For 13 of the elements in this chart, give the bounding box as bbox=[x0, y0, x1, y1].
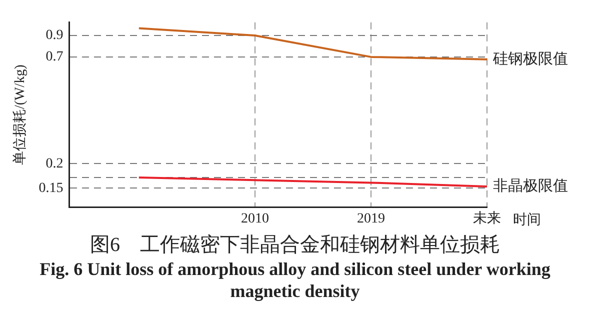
y-tick-label: 0.7 bbox=[46, 50, 64, 65]
y-tick-label: 0.9 bbox=[46, 28, 64, 44]
x-tick-label: 2010 bbox=[240, 211, 269, 226]
annotation: 硅钢极限值 bbox=[492, 50, 568, 68]
text: Fig. 6 Unit loss of amorphous alloy and silicon steel under working magnetic density bbox=[38, 258, 552, 302]
x-tick-label: 2019 bbox=[356, 211, 385, 226]
text: 图6 工作磁密下非晶合金和硅钢材料单位损耗 bbox=[89, 233, 501, 258]
x-tick-label: 未来 bbox=[473, 210, 501, 226]
x-axis-title: 时间 bbox=[513, 212, 541, 228]
y-tick-label: 0.15 bbox=[38, 180, 64, 196]
y-axis-title: 单位损耗/(W/kg) bbox=[12, 64, 28, 165]
annotation: 非晶极限值 bbox=[493, 177, 568, 194]
y-tick-label: 0.2 bbox=[46, 156, 64, 172]
